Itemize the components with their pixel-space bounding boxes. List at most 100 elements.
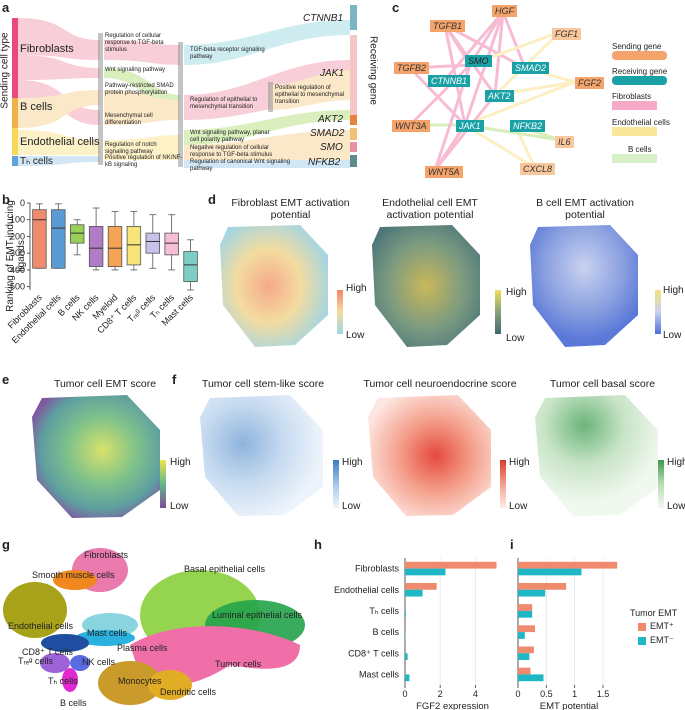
colorbar-high-label: High [346, 283, 367, 294]
sender-label-bcells: B cells [20, 101, 53, 113]
legend-swatch [612, 127, 657, 136]
pathway-label: Wnt signaling pathway, planar cell polar… [190, 130, 270, 143]
bar [405, 582, 437, 590]
sender-bar-th [12, 156, 18, 166]
category-label: Fibroblasts [355, 564, 400, 574]
legend-item-emt-pos: EMT⁺ [638, 621, 677, 632]
bar [405, 653, 408, 661]
gene-bar-jak1 [350, 35, 357, 115]
gene-bar-smad2 [350, 128, 357, 140]
panel-label-h: h [314, 537, 322, 552]
colorbar-low-label: Low [667, 501, 685, 512]
legend-swatch [638, 622, 646, 631]
bar [518, 589, 546, 597]
box [32, 209, 47, 269]
legend-receiving-gene: Receiving gene [612, 67, 682, 85]
colorbar-neuro [500, 460, 506, 508]
node-cxcl8: CXCL8 [520, 163, 556, 175]
colorbar-high-label: High [342, 457, 363, 468]
gene-bar-nfkb2 [350, 155, 357, 167]
node-smad2: SMAD2 [512, 62, 550, 74]
bar [405, 561, 497, 569]
bar [518, 653, 530, 661]
pathway-label: Negative regulation of cellular response… [190, 145, 273, 158]
gene-label-ctnnb1: CTNNB1 [303, 13, 344, 24]
umap-label: Plasma cells [117, 643, 168, 653]
legend-label: EMT⁻ [650, 635, 674, 645]
panel-f-title-neuroendocrine: Tumor cell neuroendocrine score [363, 378, 517, 390]
umap-label: Tᵣₑᵍ cells [18, 656, 53, 666]
sender-label-endothelial: Endothelial cells [20, 136, 100, 148]
legend-bcells: B cells [612, 145, 682, 163]
legend-item-emt-neg: EMT⁻ [638, 635, 677, 646]
x-tick-label: 0 [402, 689, 407, 699]
legend-label: Sending gene [612, 42, 662, 51]
sankey-diagram [12, 5, 357, 168]
panel-label-a: a [2, 0, 10, 15]
heatmap-basal [535, 395, 658, 516]
bar [518, 667, 531, 675]
panel-label-b: b [2, 192, 10, 207]
x-axis-label: FGF2 expression [416, 701, 489, 710]
pathway-label: Wnt signaling pathway [105, 67, 166, 73]
gene-bar-akt2 [350, 115, 357, 125]
umap-label: Endothelial cells [8, 621, 74, 631]
category-label: Mast cells [359, 669, 400, 679]
colorbar-high-label: High [509, 457, 530, 468]
node-fgf1: FGF1 [552, 28, 582, 40]
y-tick-label: 0 [20, 198, 25, 208]
sankey-flows [18, 18, 350, 168]
y-tick-label: 100 [10, 215, 25, 225]
bar [518, 646, 534, 654]
gene-label-smo: SMO [320, 142, 343, 153]
pathway-label: Mesenchymal cell differentiation [105, 113, 153, 126]
legend-endothelial: Endothelial cells [612, 118, 682, 136]
node-jak1: JAK1 [456, 120, 484, 132]
x-tick-label: 1 [572, 689, 577, 699]
colorbar-high-label: High [663, 285, 684, 296]
panel-label-e: e [2, 372, 10, 387]
panel-label-f: f [172, 372, 177, 387]
colorbar-low-label: Low [170, 501, 189, 512]
bar [405, 674, 410, 682]
gene-label-nfkb2: NFKB2 [308, 157, 341, 168]
node-tgfb1: TGFB1 [430, 20, 466, 32]
umap-scatter [3, 548, 305, 705]
colorbar-stem [333, 460, 339, 508]
x-tick-label: 0 [515, 689, 520, 699]
x-tick-label: 0.5 [540, 689, 553, 699]
legend-swatch [612, 154, 657, 163]
panel-d-title-bcell: B cell EMT activation potential [536, 197, 634, 221]
colorbar-low-label: Low [506, 333, 525, 344]
x-tick-label: 1.5 [597, 689, 610, 699]
node-smo: SMO [465, 55, 492, 67]
heatmap-tumor-emt [32, 395, 160, 518]
umap-label: Fibroblasts [84, 550, 129, 560]
colorbar-high-label: High [170, 457, 191, 468]
panel-f-title-basal: Tumor cell basal score [549, 378, 656, 390]
box [88, 226, 104, 267]
x-tick-label: 2 [438, 689, 443, 699]
legend-swatch [612, 101, 657, 110]
box [70, 224, 85, 244]
panel-e-title: Tumor cell EMT score [53, 378, 157, 390]
box [51, 209, 66, 269]
barchart-h-i: Fibroblasts Endothelial cells Tₕ cells B ce… [334, 558, 618, 710]
pathway-label: TGF-beta receptor signaling pathway [190, 47, 265, 60]
colorbar-basal [658, 460, 664, 508]
category-label: B cells [372, 627, 399, 637]
box [107, 226, 123, 267]
legend-fibroblasts: Fibroblasts [612, 92, 682, 110]
node-wnt3a: WNT3A [392, 120, 430, 132]
legend-label: Endothelial cells [612, 118, 670, 127]
panel-label-i: i [510, 537, 514, 552]
pathway-label: Regulation of epithelial to mesenchymal … [190, 97, 258, 110]
gene-bar-smo [350, 142, 357, 152]
y-tick-label: 400 [10, 265, 25, 275]
legend-swatch [612, 51, 667, 60]
gene-bar-ctnnb1 [350, 5, 357, 30]
pathway-label: Positive regulation of NK/NF-kB signalin… [105, 155, 183, 168]
category-label: CD8⁺ T cells [348, 648, 399, 658]
umap-label: Tumor cells [215, 659, 262, 669]
